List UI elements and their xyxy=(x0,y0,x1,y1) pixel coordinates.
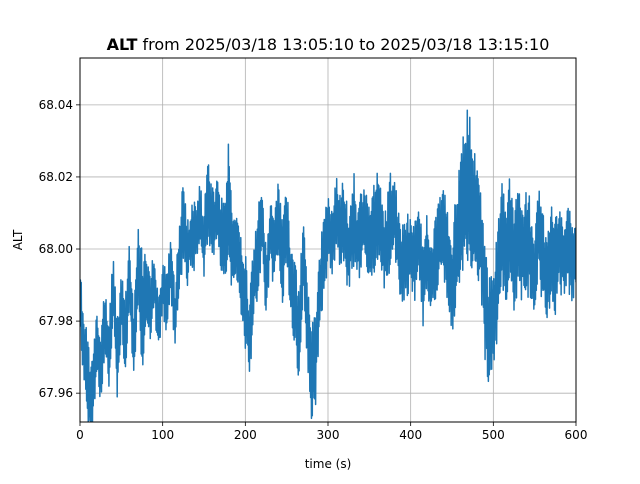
y-tick-label: 67.98 xyxy=(39,314,73,328)
x-tick-label: 100 xyxy=(151,428,174,442)
x-tick-label: 300 xyxy=(317,428,340,442)
x-axis-label: time (s) xyxy=(305,457,352,471)
x-tick-label: 600 xyxy=(565,428,588,442)
y-axis-label: ALT xyxy=(11,229,25,250)
y-axis: 67.96 67.98 68.00 68.02 68.04 xyxy=(39,98,80,400)
series-layer xyxy=(80,109,576,422)
x-axis: 0 100 200 300 400 500 600 xyxy=(76,422,587,442)
series-line-0 xyxy=(80,109,576,422)
chart-title-bold: ALT xyxy=(107,35,138,54)
x-tick-label: 0 xyxy=(76,428,84,442)
y-tick-label: 67.96 xyxy=(39,386,73,400)
x-tick-label: 400 xyxy=(399,428,422,442)
x-tick-label: 500 xyxy=(482,428,505,442)
y-tick-label: 68.04 xyxy=(39,98,73,112)
chart-title-rest: from 2025/03/18 13:05:10 to 2025/03/18 1… xyxy=(137,35,549,54)
y-tick-label: 68.02 xyxy=(39,170,73,184)
chart-title: ALT from 2025/03/18 13:05:10 to 2025/03/… xyxy=(107,35,550,54)
y-tick-label: 68.00 xyxy=(39,242,73,256)
x-tick-label: 200 xyxy=(234,428,257,442)
